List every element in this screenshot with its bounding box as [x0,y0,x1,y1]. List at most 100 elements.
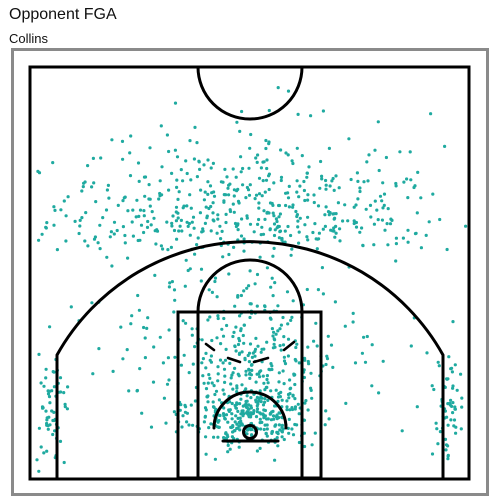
shot-point [201,357,205,361]
shot-point [254,156,258,160]
shot-point [222,367,227,371]
shot-point [134,215,138,219]
shot-point [206,400,210,404]
shot-point [270,327,274,331]
shot-point [228,400,232,404]
shot-point [175,178,179,182]
shot-point [265,266,269,270]
shot-point [254,415,259,419]
shot-point [263,304,267,309]
shot-point [306,215,310,219]
shot-point [250,427,254,432]
shot-point [296,219,300,223]
shot-point [44,225,48,229]
shot-point [63,405,67,409]
shot-point [195,175,199,179]
shot-point [226,186,230,190]
shot-point [351,320,355,324]
shot-point [267,108,271,113]
shot-point [259,166,263,170]
shot-point [186,224,190,228]
shot-point [151,380,156,384]
shot-point [223,167,227,171]
shot-point [263,190,267,194]
shot-point [309,114,313,118]
shot-point [42,384,46,388]
shot-point [376,218,380,222]
shot-point [220,327,224,331]
shot-point [239,234,244,238]
shot-point [191,215,196,219]
shot-point [212,219,216,223]
shot-point [291,161,295,166]
shot-point [381,206,385,210]
shot-point [282,359,287,363]
shot-point [167,149,171,154]
shot-point [48,401,52,405]
shot-point [65,407,69,411]
shot-point [216,213,220,217]
shot-point [253,282,257,286]
shot-point [45,221,49,225]
shot-point [236,223,240,227]
shot-point [214,389,219,393]
shot-point [242,341,246,345]
shot-point [315,247,319,251]
shot-point [211,211,215,215]
shot-point [265,423,269,427]
shot-point [228,182,232,186]
shot-point [232,194,236,198]
shot-point [111,369,115,373]
shot-point [240,409,244,413]
shot-point [255,410,259,414]
shot-point [208,315,212,319]
shot-point [223,416,227,421]
shot-point [189,178,193,182]
three-point-line [55,240,445,480]
shot-point [219,180,223,184]
shot-point [369,215,373,219]
shot-point [459,427,463,431]
shot-point [288,378,292,382]
shot-point [170,224,174,228]
shot-point [175,237,179,241]
shot-point [257,217,261,222]
shot-point [235,402,239,406]
shot-point [316,288,320,292]
shot-point [251,411,255,416]
shot-point [86,164,90,168]
shot-point [262,160,266,164]
shot-point [362,335,366,339]
shot-point [279,178,283,183]
shot-point [436,442,440,446]
shot-point [365,334,369,339]
shot-point [365,160,369,164]
shot-point [241,414,245,418]
shot-point [241,183,245,187]
shot-point [262,427,266,432]
shot-point [78,224,82,228]
shot-point [174,205,179,209]
shot-point [277,371,281,375]
shot-point [309,371,313,375]
shot-point [211,400,215,404]
shot-point [319,159,323,164]
shot-point [388,222,393,226]
shot-point [234,349,238,353]
shot-point [425,351,429,355]
shot-point [290,427,294,431]
shot-point [464,224,468,228]
shot-point [354,203,358,207]
shot-point [242,249,246,253]
shot-point [324,362,328,367]
shot-point [259,400,263,404]
shot-point [305,171,309,175]
shot-point [268,227,272,231]
shot-point [241,166,245,171]
shot-point [181,414,185,418]
shot-point [267,172,271,176]
shot-point [44,376,48,380]
shot-point [282,355,286,359]
shot-point [453,405,457,409]
shot-point [225,175,229,179]
